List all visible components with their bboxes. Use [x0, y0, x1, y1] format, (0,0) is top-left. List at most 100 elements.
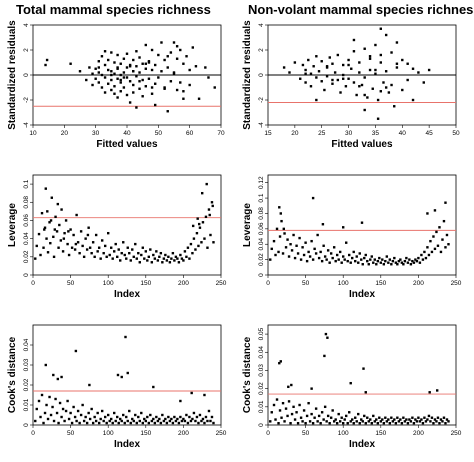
data-point	[44, 363, 47, 367]
data-point	[316, 233, 319, 237]
data-point	[210, 415, 214, 419]
y-tick-label: 0.03	[23, 358, 30, 371]
data-point	[311, 421, 315, 425]
data-point	[319, 421, 322, 425]
data-point	[342, 421, 345, 425]
x-tick-label: 50	[155, 130, 163, 137]
data-point	[320, 411, 324, 414]
data-point	[200, 419, 203, 423]
data-point	[157, 53, 160, 57]
data-point	[378, 416, 381, 419]
x-axis-title: Index	[114, 289, 141, 300]
data-point	[57, 246, 60, 249]
data-point	[102, 251, 105, 255]
data-point	[283, 232, 286, 235]
data-point	[403, 259, 407, 263]
data-point	[424, 256, 428, 260]
data-point	[444, 246, 447, 249]
data-point	[192, 237, 196, 240]
data-point	[321, 223, 325, 226]
y-tick-label: 0	[23, 273, 30, 277]
data-point	[211, 204, 214, 208]
data-point	[122, 57, 126, 60]
data-point	[340, 261, 343, 264]
data-point	[86, 233, 90, 237]
y-tick-label: 0.04	[23, 232, 30, 245]
data-point	[116, 373, 120, 377]
data-point	[444, 421, 447, 425]
data-point	[149, 248, 152, 251]
data-point	[126, 246, 129, 249]
data-point	[191, 224, 195, 228]
data-point	[210, 201, 214, 204]
data-point	[60, 375, 63, 379]
data-point	[379, 53, 382, 57]
data-point	[96, 250, 99, 253]
data-point	[325, 420, 328, 423]
data-point	[57, 421, 60, 425]
data-point	[338, 420, 342, 423]
data-point	[167, 415, 170, 419]
data-point	[382, 421, 386, 425]
data-point	[99, 257, 102, 260]
data-point	[158, 255, 161, 259]
panel-residuals-total: 10 20 30 40 50 60 70 -4 -2 0 2 4 Fitted values Standa…	[7, 20, 225, 150]
data-point	[439, 250, 443, 254]
data-point	[87, 411, 90, 415]
data-point	[105, 255, 108, 259]
data-point	[52, 235, 55, 239]
data-point	[132, 419, 135, 423]
data-point	[322, 418, 325, 421]
data-point	[100, 409, 104, 413]
data-point	[64, 409, 68, 413]
data-point	[185, 55, 188, 58]
data-point	[336, 78, 340, 82]
x-tick-label: 250	[216, 430, 227, 437]
data-point	[308, 420, 312, 423]
data-point	[52, 255, 56, 259]
data-point	[143, 257, 146, 260]
data-point	[52, 419, 56, 423]
data-point	[116, 67, 119, 70]
y-tick-label: 0	[23, 73, 30, 77]
x-axis-title: Index	[114, 439, 141, 450]
data-point	[313, 247, 316, 251]
data-point	[141, 78, 144, 82]
y-tick-label: 0.06	[23, 214, 30, 227]
data-point	[135, 421, 138, 425]
data-point	[406, 62, 409, 65]
data-point	[122, 86, 126, 89]
data-point	[343, 258, 346, 261]
data-point	[97, 421, 101, 425]
data-point	[82, 419, 86, 423]
x-tick-label: 200	[178, 430, 189, 437]
data-point	[63, 419, 66, 423]
data-point	[162, 419, 166, 423]
data-point	[185, 255, 188, 259]
y-tick-label: 0.03	[258, 364, 265, 377]
data-point	[370, 421, 373, 425]
data-point	[358, 252, 361, 255]
data-point	[180, 419, 184, 423]
data-point	[279, 212, 282, 215]
data-point	[44, 63, 47, 67]
data-point	[315, 55, 318, 58]
data-point	[164, 253, 167, 257]
data-point	[384, 259, 387, 263]
data-point	[393, 105, 396, 108]
data-point	[342, 255, 345, 258]
data-point	[278, 409, 282, 412]
data-point	[116, 77, 119, 80]
data-point	[141, 95, 144, 98]
data-point	[372, 414, 375, 418]
data-point	[402, 263, 405, 266]
data-point	[179, 399, 182, 403]
data-point	[374, 68, 377, 72]
data-point	[427, 414, 431, 418]
data-point	[334, 418, 337, 421]
data-point	[278, 206, 281, 209]
data-point	[378, 256, 381, 260]
data-point	[110, 417, 113, 421]
data-point	[138, 71, 141, 74]
x-axis-title: Index	[349, 439, 376, 450]
